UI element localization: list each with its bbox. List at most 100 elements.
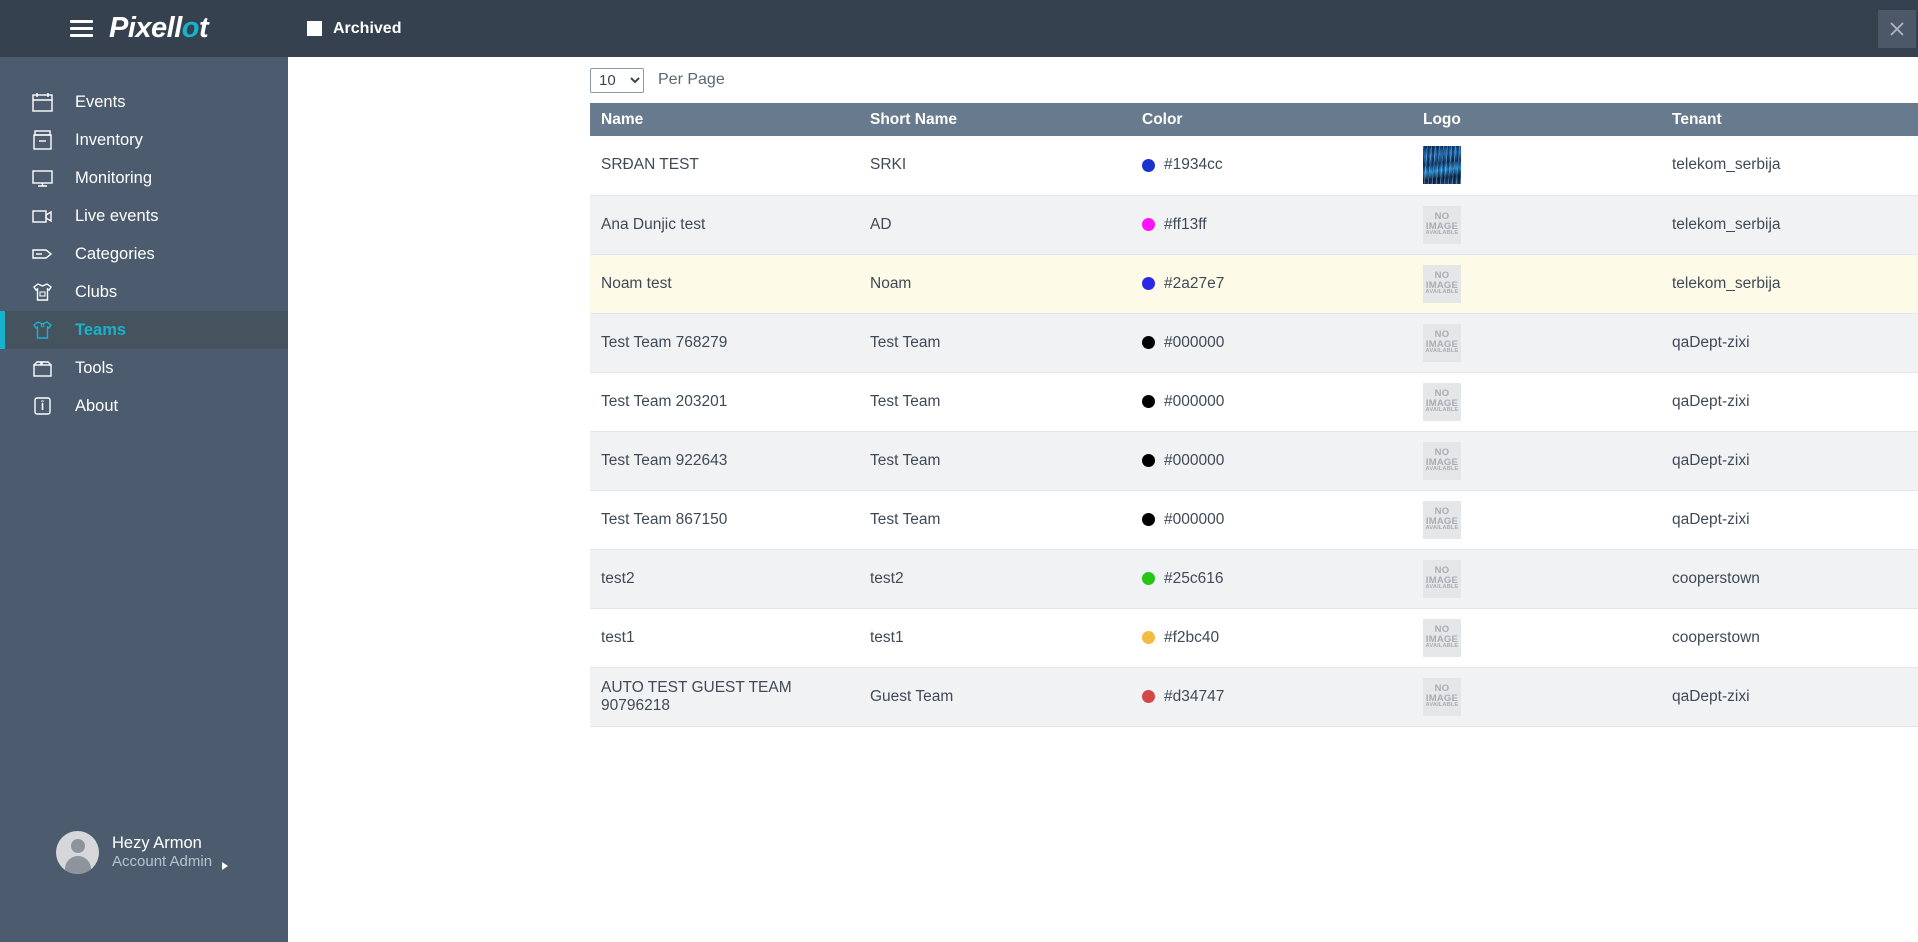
- tag-icon: [31, 243, 65, 265]
- cell-name: test1: [601, 628, 635, 646]
- monitor-icon: [31, 167, 65, 189]
- cell-color: #1934cc: [1132, 136, 1413, 195]
- column-header-tenant[interactable]: Tenant: [1662, 103, 1918, 136]
- team-logo-image: [1423, 146, 1461, 185]
- cell-name: SRĐAN TEST: [601, 156, 699, 174]
- cell-tenant: qaDept-zixi: [1672, 510, 1750, 528]
- sidebar-item-inventory[interactable]: Inventory: [0, 121, 288, 159]
- archived-filter[interactable]: Archived: [307, 20, 401, 38]
- cell-short-name: Test Team: [870, 333, 941, 351]
- color-hex-label: #25c616: [1164, 569, 1224, 587]
- column-header-name[interactable]: Name: [590, 103, 860, 136]
- cell-color: #000000: [1132, 431, 1413, 490]
- archived-label: Archived: [333, 19, 402, 37]
- sidebar-item-label: Clubs: [75, 282, 118, 301]
- cell-color: #000000: [1132, 490, 1413, 549]
- color-swatch: [1142, 631, 1155, 644]
- sidebar: Pixellot Events Inventory: [0, 0, 288, 942]
- top-bar: Archived: [288, 0, 1918, 57]
- archived-checkbox[interactable]: [307, 21, 322, 36]
- cell-short-name: SRKI: [870, 156, 907, 174]
- no-image-placeholder: NO IMAGE AVAILABLE: [1423, 618, 1461, 657]
- cell-short-name: AD: [870, 215, 892, 233]
- table-row[interactable]: Test Team 922643 Test Team #000000 NO IMAGE A…: [590, 431, 1918, 490]
- color-hex-label: #000000: [1164, 392, 1225, 410]
- table-row[interactable]: Ana Dunjic test AD #ff13ff NO IMAGE AVAILABLE…: [590, 195, 1918, 254]
- per-page-select[interactable]: 102550100: [590, 67, 644, 93]
- sidebar-item-label: Teams: [75, 320, 127, 339]
- avatar: [56, 831, 99, 874]
- color-swatch: [1142, 158, 1155, 172]
- column-header-short-name[interactable]: Short Name: [860, 103, 1132, 136]
- sidebar-item-teams[interactable]: Teams: [0, 311, 288, 349]
- color-swatch: [1142, 572, 1155, 585]
- cell-name: Ana Dunjic test: [601, 215, 706, 233]
- jersey-icon: [31, 319, 65, 341]
- color-hex-label: #1934cc: [1164, 156, 1223, 174]
- cell-short-name: Test Team: [870, 392, 941, 410]
- cell-tenant: qaDept-zixi: [1672, 392, 1750, 410]
- sidebar-item-label: Inventory: [75, 130, 143, 149]
- table-row[interactable]: SRĐAN TEST SRKI #1934cc telekom_serbija: [590, 136, 1918, 195]
- brand-prefix: Pixell: [109, 12, 182, 44]
- per-page-control: 102550100 Per Page: [590, 67, 725, 93]
- table-row[interactable]: Test Team 768279 Test Team #000000 NO IMAGE A…: [590, 313, 1918, 372]
- color-hex-label: #000000: [1164, 333, 1225, 351]
- brand-header: Pixellot: [0, 0, 288, 57]
- brand-suffix: t: [199, 12, 209, 44]
- cell-tenant: telekom_serbija: [1672, 156, 1781, 174]
- cell-name: AUTO TEST GUEST TEAM 90796218: [601, 678, 792, 714]
- column-header-color[interactable]: Color: [1132, 103, 1413, 136]
- sidebar-item-label: Categories: [75, 244, 155, 263]
- video-camera-icon: [31, 205, 65, 227]
- cell-tenant: qaDept-zixi: [1672, 333, 1750, 351]
- toolbox-icon: [31, 357, 65, 379]
- cell-logo: NO IMAGE AVAILABLE: [1413, 313, 1662, 372]
- sidebar-item-categories[interactable]: Categories: [0, 235, 288, 273]
- info-icon: [31, 395, 65, 417]
- table-row[interactable]: Test Team 867150 Test Team #000000 NO IMAGE A…: [590, 490, 1918, 549]
- sidebar-item-monitoring[interactable]: Monitoring: [0, 159, 288, 197]
- cell-color: #000000: [1132, 372, 1413, 431]
- sidebar-item-live-events[interactable]: Live events: [0, 197, 288, 235]
- cell-name: Noam test: [601, 274, 672, 292]
- cell-color: #d34747: [1132, 667, 1413, 726]
- color-swatch: [1142, 336, 1155, 349]
- cell-tenant: cooperstown: [1672, 569, 1760, 587]
- sidebar-item-events[interactable]: Events: [0, 83, 288, 121]
- sidebar-item-label: Events: [75, 92, 126, 111]
- table-row[interactable]: test2 test2 #25c616 NO IMAGE AVAILABLE coopers…: [590, 549, 1918, 608]
- table-row[interactable]: Noam test Noam #2a27e7 NO IMAGE AVAILABLE tele…: [590, 254, 1918, 313]
- color-swatch: [1142, 454, 1155, 467]
- profile-role: Account Admin: [112, 853, 213, 871]
- sidebar-item-label: About: [75, 396, 119, 415]
- cell-short-name: Test Team: [870, 510, 941, 528]
- table-body: SRĐAN TEST SRKI #1934cc telekom_serbija Ana …: [590, 136, 1918, 726]
- cell-tenant: qaDept-zixi: [1672, 687, 1750, 705]
- sidebar-item-about[interactable]: About: [0, 387, 288, 425]
- cell-logo: NO IMAGE AVAILABLE: [1413, 431, 1662, 490]
- user-profile[interactable]: Hezy Armon Account Admin: [0, 831, 229, 874]
- profile-name: Hezy Armon: [112, 833, 202, 852]
- color-swatch: [1142, 513, 1155, 526]
- no-image-placeholder: NO IMAGE AVAILABLE: [1423, 677, 1461, 716]
- cell-tenant: qaDept-zixi: [1672, 451, 1750, 469]
- close-icon[interactable]: [1878, 9, 1916, 48]
- column-header-logo[interactable]: Logo: [1413, 103, 1662, 136]
- chevron-right-icon: [222, 862, 229, 870]
- jersey-number-icon: [31, 281, 65, 303]
- cell-short-name: test2: [870, 569, 904, 587]
- table-row[interactable]: Test Team 203201 Test Team #000000 NO IMAGE A…: [590, 372, 1918, 431]
- app-logo[interactable]: Pixellot: [109, 12, 209, 45]
- cell-logo: NO IMAGE AVAILABLE: [1413, 490, 1662, 549]
- color-swatch: [1142, 395, 1155, 408]
- sidebar-item-tools[interactable]: Tools: [0, 349, 288, 387]
- cell-color: #ff13ff: [1132, 195, 1413, 254]
- sidebar-item-clubs[interactable]: Clubs: [0, 273, 288, 311]
- color-hex-label: #f2bc40: [1164, 628, 1220, 646]
- hamburger-icon[interactable]: [70, 20, 93, 37]
- table-row[interactable]: AUTO TEST GUEST TEAM 90796218 Guest Team #…: [590, 667, 1918, 726]
- cell-color: #f2bc40: [1132, 608, 1413, 667]
- table-row[interactable]: test1 test1 #f2bc40 NO IMAGE AVAILABLE coopers…: [590, 608, 1918, 667]
